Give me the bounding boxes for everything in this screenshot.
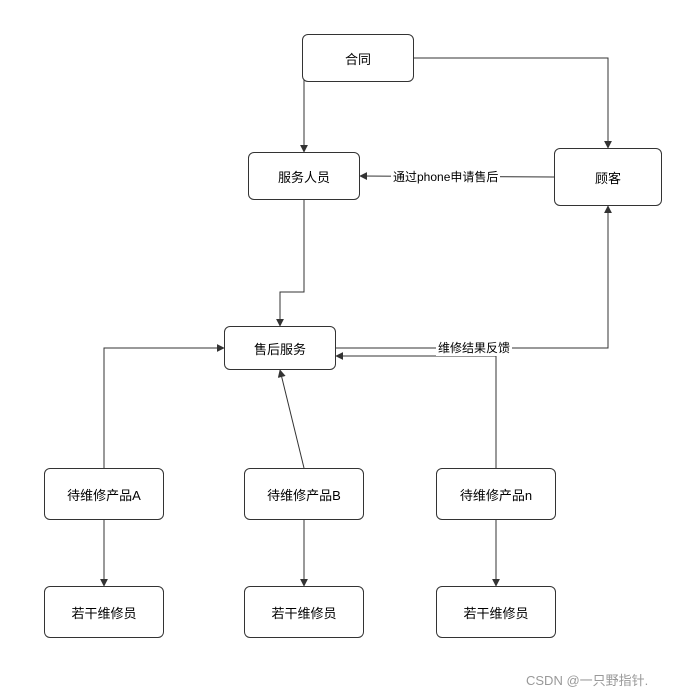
node-repN: 若干维修员 bbox=[436, 586, 556, 638]
edge-label-2: 通过phone申请售后 bbox=[391, 168, 500, 185]
node-prodB: 待维修产品B bbox=[244, 468, 364, 520]
edge-label-4: 维修结果反馈 bbox=[436, 339, 512, 356]
edge-5 bbox=[104, 348, 224, 468]
node-repA: 若干维修员 bbox=[44, 586, 164, 638]
edge-7 bbox=[336, 356, 496, 468]
node-service: 售后服务 bbox=[224, 326, 336, 370]
watermark: CSDN @一只野指针. bbox=[526, 670, 648, 689]
node-contract: 合同 bbox=[302, 34, 414, 82]
node-prodN: 待维修产品n bbox=[436, 468, 556, 520]
flowchart-canvas: 合同服务人员 顾客售后服务待维修产品A 待维修产品B 待维修产品n 若干维修员 若干维修员… bbox=[0, 0, 692, 693]
edge-4 bbox=[336, 206, 608, 348]
node-staff: 服务人员 bbox=[248, 152, 360, 200]
node-prodA: 待维修产品A bbox=[44, 468, 164, 520]
node-customer: 顾客 bbox=[554, 148, 662, 206]
edge-3 bbox=[280, 200, 304, 326]
node-repB: 若干维修员 bbox=[244, 586, 364, 638]
edge-6 bbox=[280, 370, 304, 468]
edge-1 bbox=[414, 58, 608, 148]
